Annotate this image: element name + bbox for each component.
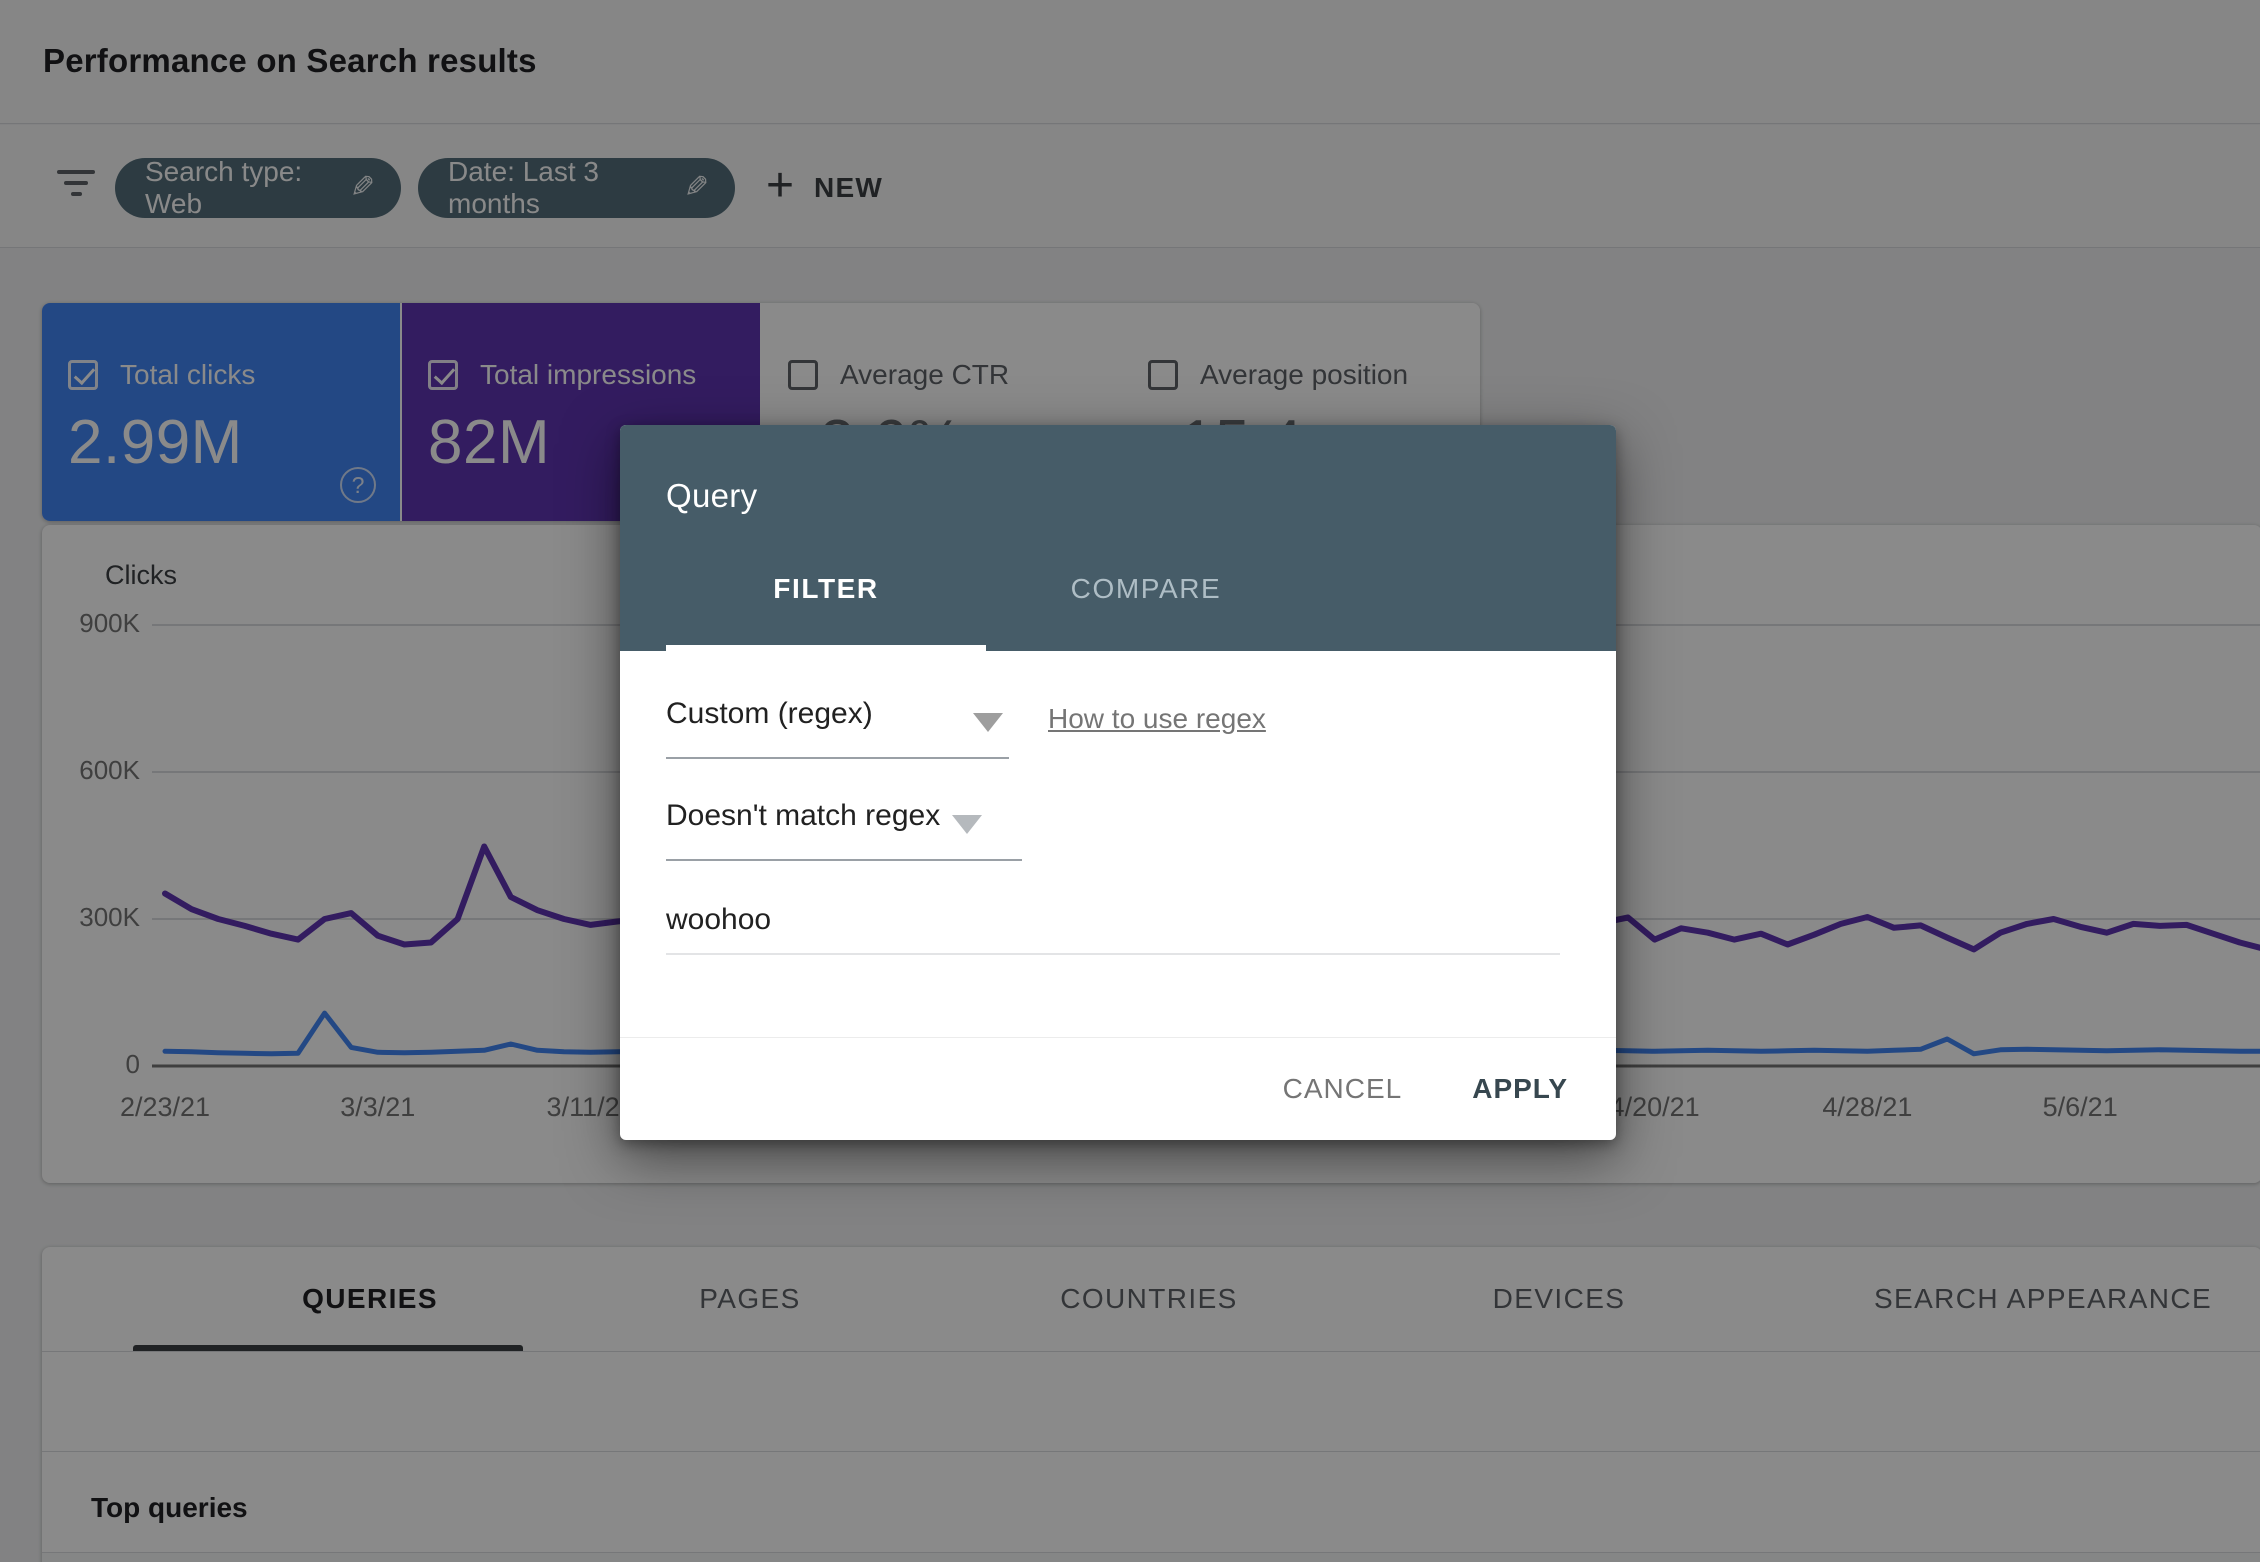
tile-label: Average CTR — [840, 359, 1010, 390]
regex-input-value: woohoo — [666, 903, 772, 936]
checkbox-unchecked-icon[interactable] — [788, 360, 818, 390]
tab-queries[interactable]: QUERIES — [302, 1283, 438, 1314]
page-header-bar: Performance on Search results — [0, 0, 2260, 124]
active-tab-indicator — [666, 645, 986, 651]
y-axis-title: Clicks — [105, 560, 177, 590]
divider — [42, 1552, 2260, 1553]
query-filter-dialog: Query FILTER COMPARE Custom (regex) How … — [620, 425, 1616, 1140]
plus-icon: + — [766, 159, 795, 212]
active-tab-indicator — [133, 1345, 523, 1351]
dialog-title: Query — [666, 477, 758, 514]
table-column-header: Top queries — [91, 1492, 248, 1523]
apply-button[interactable]: APPLY — [1472, 1073, 1568, 1104]
dimension-select-value: Custom (regex) — [666, 697, 873, 730]
tile-label: Total impressions — [480, 359, 697, 390]
tab-pages[interactable]: PAGES — [699, 1283, 801, 1314]
cancel-button[interactable]: CANCEL — [1282, 1073, 1403, 1104]
dimensions-table-card: QUERIES PAGES COUNTRIES DEVICES SEARCH APPEA… — [42, 1247, 2260, 1562]
x-axis-tick: 4/20/21 — [1609, 1092, 1700, 1122]
new-filter-label: NEW — [814, 172, 883, 203]
operator-select-value: Doesn't match regex — [666, 799, 941, 832]
tile-value: 82M — [428, 408, 551, 477]
tile-total-clicks[interactable]: Total clicks 2.99M ? — [42, 303, 400, 521]
tab-devices[interactable]: DEVICES — [1492, 1283, 1626, 1314]
x-axis-tick: 3/3/21 — [340, 1092, 416, 1122]
filter-lines-icon[interactable] — [56, 163, 96, 203]
checkbox-checked-icon[interactable] — [68, 360, 98, 390]
dimension-select[interactable]: Custom (regex) — [666, 697, 1009, 759]
date-range-chip[interactable]: Date: Last 3 months ✎ — [418, 156, 735, 219]
tab-search-appearance[interactable]: SEARCH APPEARANCE — [1873, 1283, 2213, 1314]
x-axis-tick: 5/6/21 — [2042, 1092, 2118, 1122]
checkbox-checked-icon[interactable] — [428, 360, 458, 390]
tile-label: Average position — [1200, 359, 1409, 390]
y-axis-tick: 300K — [79, 902, 140, 932]
filter-toolbar: Search type: Web ✎ Date: Last 3 months ✎… — [0, 125, 2260, 248]
question-circle-icon[interactable]: ? — [340, 467, 376, 503]
tile-value: 2.99M — [68, 408, 243, 477]
x-axis-tick: 4/28/21 — [1822, 1092, 1913, 1122]
tab-filter[interactable]: FILTER — [773, 573, 879, 604]
regex-input[interactable]: woohoo — [666, 903, 1560, 955]
new-filter-button[interactable]: + NEW — [766, 158, 883, 218]
y-axis-tick: 0 — [125, 1049, 140, 1079]
triangle-down-icon — [973, 713, 1003, 732]
tab-countries[interactable]: COUNTRIES — [1060, 1283, 1238, 1314]
search-type-chip[interactable]: Search type: Web ✎ — [115, 156, 401, 219]
table-header-row — [42, 1553, 2260, 1562]
tile-label: Total clicks — [120, 359, 256, 390]
divider — [42, 1351, 2260, 1352]
y-axis-tick: 900K — [79, 608, 140, 638]
y-axis-tick: 600K — [79, 755, 140, 785]
checkbox-unchecked-icon[interactable] — [1148, 360, 1178, 390]
triangle-down-icon — [952, 815, 982, 834]
tab-compare[interactable]: COMPARE — [1070, 573, 1222, 604]
regex-help-link[interactable]: How to use regex — [1048, 703, 1266, 734]
page-title: Performance on Search results — [43, 42, 537, 79]
x-axis-tick: 2/23/21 — [119, 1092, 211, 1122]
divider — [42, 1451, 2260, 1452]
operator-select[interactable]: Doesn't match regex — [666, 799, 1022, 861]
dialog-header: Query FILTER COMPARE — [620, 425, 1616, 651]
search-type-chip-label: Search type: Web — [145, 156, 303, 219]
date-range-chip-label: Date: Last 3 months — [448, 156, 599, 219]
x-axis-tick: 3/11/21 — [546, 1092, 635, 1122]
dialog-actions: CANCEL APPLY — [620, 1038, 1616, 1140]
